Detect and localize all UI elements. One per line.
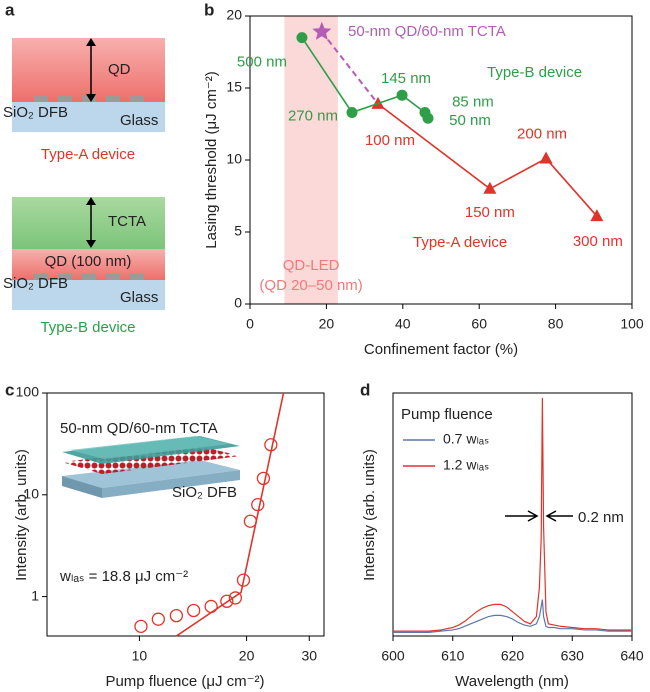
grating-label: SiO₂ DFB (3, 275, 68, 292)
x-tick-label: 20 (239, 648, 255, 664)
point (312, 21, 332, 40)
linewidth-arrows (505, 510, 573, 522)
annotation: 50-nm QD/60-nm TCTA (60, 420, 218, 437)
x-tick-label: 630 (561, 648, 585, 664)
point (422, 112, 434, 124)
point (590, 209, 604, 222)
legend-title: Pump fluence (401, 406, 493, 423)
caption: Type-A device (41, 146, 135, 163)
series-name: Type-B device (487, 64, 582, 81)
panel-letter: d (360, 380, 370, 399)
point (228, 591, 243, 605)
point (296, 32, 308, 44)
x-tick-label: 0 (246, 316, 254, 332)
panel-letter: c (5, 380, 14, 399)
point-label: 200 nm (517, 126, 567, 143)
shaded-label: QD-LED (283, 257, 340, 274)
y-tick-label: 10 (23, 485, 39, 501)
x-tick-label: 10 (132, 648, 148, 664)
layer-label: TCTA (108, 213, 146, 230)
substrate-label: Glass (120, 112, 158, 129)
x-tick-label: 20 (319, 316, 335, 332)
series-line (393, 397, 632, 632)
x-tick-label: 600 (381, 648, 405, 664)
point (539, 151, 553, 164)
point-label: 300 nm (573, 233, 623, 250)
annotation: SiO₂ DFB (172, 484, 237, 501)
layer-label: QD (108, 61, 131, 78)
substrate-label: Glass (120, 289, 158, 306)
point (251, 498, 265, 512)
point (346, 106, 358, 118)
point (169, 608, 184, 623)
point-label: 100 nm (365, 132, 415, 149)
y-tick-label: 1 (31, 587, 39, 603)
x-tick-label: 640 (620, 648, 644, 664)
point (483, 181, 497, 194)
y-tick-label: 20 (226, 7, 242, 23)
series-name: 50-nm QD/60-nm TCTA (348, 23, 506, 40)
point-label: 50 nm (449, 112, 491, 129)
grating (34, 96, 144, 102)
grating (34, 274, 144, 280)
type-b-diagram: TCTA QD (100 nm) SiO₂ DFB Glass Type-B d… (3, 197, 165, 336)
dashed-link (321, 31, 379, 105)
x-tick-label: 620 (501, 648, 525, 664)
point-label: 145 nm (381, 70, 431, 87)
point (186, 603, 201, 618)
y-tick-label: 10 (226, 151, 242, 167)
annotation: 0.2 nm (578, 509, 624, 526)
legend-label: 0.7 wₗₐₛ (443, 431, 489, 447)
point-label: 85 nm (452, 93, 494, 110)
x-tick-label: 80 (548, 316, 564, 332)
x-tick-label: 100 (620, 316, 644, 332)
shaded-label: (QD 20–50 nm) (259, 277, 362, 294)
point (256, 471, 271, 486)
type-a-diagram: QD SiO₂ DFB Glass Type-A device (3, 38, 165, 163)
grating-label: SiO₂ DFB (3, 104, 68, 121)
point (134, 619, 148, 634)
series-name: Type-A device (413, 234, 507, 251)
series-line (377, 103, 598, 217)
point (236, 573, 251, 587)
annotation: wₗₐₛ = 18.8 μJ cm⁻² (59, 568, 188, 585)
y-axis-label: Lasing threshold (μJ cm⁻²) (203, 71, 220, 248)
x-axis-label: Pump fluence (μJ cm⁻²) (105, 673, 264, 690)
y-tick-label: 15 (226, 79, 242, 95)
x-axis-label: Wavelength (nm) (455, 673, 569, 690)
layer-label: QD (100 nm) (45, 253, 132, 270)
series-line (175, 392, 285, 637)
plot-frame (46, 392, 325, 637)
device-inset (62, 436, 240, 498)
point-label: 150 nm (465, 204, 515, 221)
legend-label: 1.2 wₗₐₛ (443, 457, 489, 473)
x-tick-label: 610 (441, 648, 465, 664)
x-tick-label: 60 (471, 316, 487, 332)
y-tick-label: 0 (234, 295, 242, 311)
y-tick-label: 100 (16, 384, 40, 400)
y-axis-label: Intensity (arb. units) (361, 449, 378, 581)
point-label: 270 nm (288, 107, 338, 124)
point (396, 89, 408, 101)
caption: Type-B device (40, 319, 135, 336)
y-tick-label: 5 (234, 223, 242, 239)
x-tick-label: 30 (301, 648, 317, 664)
panel-letter: b (204, 0, 214, 19)
x-tick-label: 40 (395, 316, 411, 332)
x-axis-label: Confinement factor (%) (364, 341, 518, 358)
arrow-heads (86, 38, 96, 102)
glass-layer (12, 102, 165, 132)
point (151, 612, 165, 626)
y-axis-label: Intensity (arb. units) (13, 449, 30, 581)
shaded-region (284, 16, 338, 304)
qd-layer (12, 38, 165, 102)
point (220, 594, 234, 608)
series-line (393, 599, 632, 633)
panel-letter: a (5, 0, 15, 19)
glass-layer (12, 280, 165, 310)
point-label: 500 nm (237, 54, 287, 71)
